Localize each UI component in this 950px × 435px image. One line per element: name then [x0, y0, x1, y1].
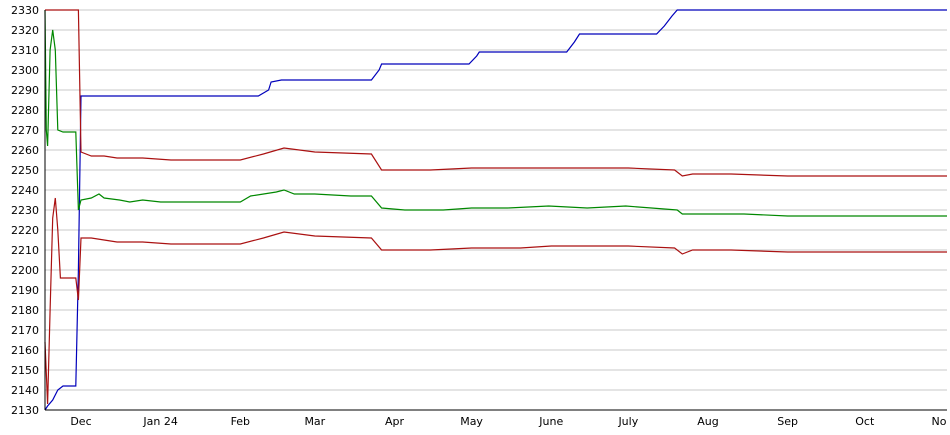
y-tick-label: 2130 [11, 404, 39, 417]
x-tick-label: Mar [304, 415, 325, 428]
y-tick-label: 2180 [11, 304, 39, 317]
x-tick-label: No [932, 415, 947, 428]
y-tick-label: 2240 [11, 184, 39, 197]
x-tick-label: Sep [777, 415, 798, 428]
x-tick-label: Feb [231, 415, 250, 428]
x-tick-label: Aug [697, 415, 718, 428]
x-tick-label: Apr [385, 415, 405, 428]
series-line-1 [44, 9, 947, 217]
y-tick-label: 2230 [11, 204, 39, 217]
y-tick-label: 2310 [11, 44, 39, 57]
y-tick-label: 2210 [11, 244, 39, 257]
y-tick-label: 2190 [11, 284, 39, 297]
y-tick-label: 2280 [11, 104, 39, 117]
series-line-3 [44, 197, 947, 405]
x-tick-label: May [460, 415, 483, 428]
y-tick-label: 2330 [11, 4, 39, 17]
y-tick-label: 2250 [11, 164, 39, 177]
y-tick-label: 2200 [11, 264, 39, 277]
x-tick-label: June [538, 415, 563, 428]
y-tick-label: 2170 [11, 324, 39, 337]
x-tick-label: Oct [855, 415, 875, 428]
x-tick-label: July [617, 415, 638, 428]
x-tick-label: Dec [70, 415, 91, 428]
y-tick-label: 2140 [11, 384, 39, 397]
y-tick-label: 2300 [11, 64, 39, 77]
x-tick-labels: Dec Jan 24 Feb Mar Apr May June July Aug Sep Oct No [70, 415, 946, 428]
y-tick-labels: 2130 2140 2150 2160 2170 2180 2190 2200 2210 2220… [11, 4, 39, 417]
y-tick-label: 2220 [11, 224, 39, 237]
y-tick-label: 2320 [11, 24, 39, 37]
series-line-0 [44, 9, 947, 411]
y-tick-label: 2270 [11, 124, 39, 137]
series-lines [44, 9, 947, 411]
y-tick-label: 2160 [11, 344, 39, 357]
y-tick-label: 2290 [11, 84, 39, 97]
axes [44, 10, 947, 411]
gridlines [45, 9, 947, 411]
y-tick-label: 2260 [11, 144, 39, 157]
series-line-2 [45, 9, 947, 177]
y-tick-label: 2150 [11, 364, 39, 377]
x-tick-label: Jan 24 [142, 415, 177, 428]
